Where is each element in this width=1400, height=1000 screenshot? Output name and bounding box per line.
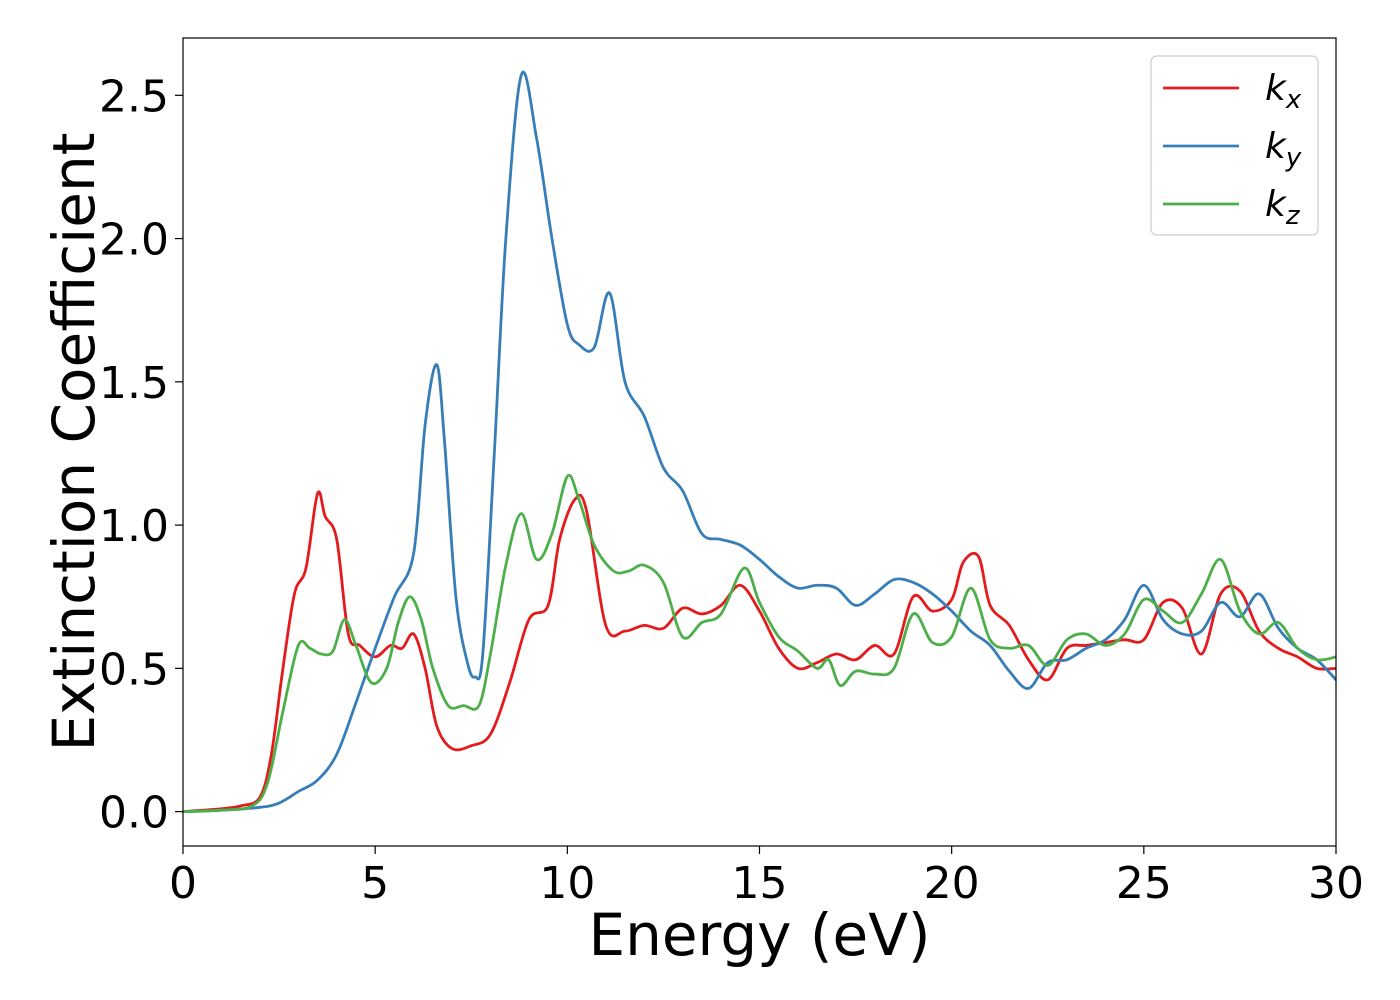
x-tick-label: 10 — [539, 858, 595, 909]
x-tick-label: 0 — [169, 858, 197, 909]
x-tick-label: 20 — [924, 858, 980, 909]
series-line-kz — [183, 473, 1336, 814]
y-tick-label: 1.5 — [99, 358, 169, 409]
y-axis-label: Extinction Coefficient — [40, 133, 108, 752]
series-line-ky — [183, 70, 1336, 814]
legend: kx ky kz — [1150, 55, 1319, 236]
y-tick-label: 2.5 — [99, 71, 169, 122]
legend-label-ky: ky — [1265, 126, 1302, 173]
y-tick-label: 2.0 — [99, 215, 169, 266]
series-layer — [183, 70, 1336, 814]
x-tick-label: 30 — [1308, 858, 1364, 909]
x-tick-label: 5 — [361, 858, 389, 909]
y-axis-ticks: 0.0 0.5 1.0 1.5 2.0 2.5 — [99, 71, 183, 839]
legend-label-kz: kz — [1265, 184, 1301, 231]
y-tick-label: 0.5 — [99, 644, 169, 695]
x-tick-label: 15 — [732, 858, 788, 909]
x-axis-label: Energy (eV) — [588, 901, 930, 969]
y-tick-label: 1.0 — [99, 501, 169, 552]
x-tick-label: 25 — [1116, 858, 1172, 909]
y-tick-label: 0.0 — [99, 788, 169, 839]
legend-label-kx: kx — [1265, 68, 1302, 115]
x-axis-ticks: 0 5 10 15 20 25 30 — [169, 846, 1364, 909]
